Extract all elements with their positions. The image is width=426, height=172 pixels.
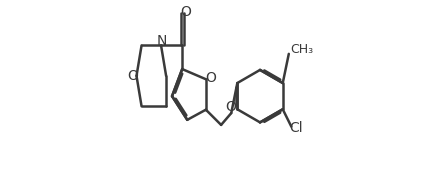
Text: O: O: [205, 71, 216, 85]
Text: O: O: [179, 5, 190, 19]
Text: O: O: [225, 100, 235, 114]
Text: O: O: [127, 69, 138, 83]
Text: N: N: [156, 34, 167, 48]
Text: Cl: Cl: [289, 121, 302, 135]
Text: CH₃: CH₃: [290, 43, 313, 56]
